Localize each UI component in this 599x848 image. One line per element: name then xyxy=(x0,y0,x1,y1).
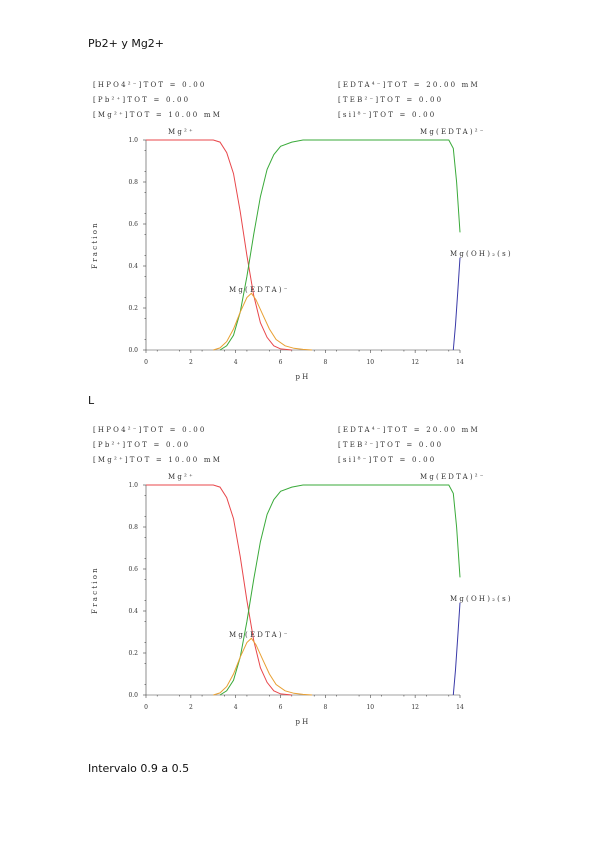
x-tick-label-1: 2 xyxy=(189,704,193,711)
x-tick-label-6: 12 xyxy=(411,359,419,366)
condition-left-0: [HPO4²⁻]TOT = 0.00 xyxy=(93,81,207,89)
condition-left-1: [Pb²⁺]TOT = 0.00 xyxy=(93,96,190,104)
series-label-2: Mg(EDTA)⁻ xyxy=(229,631,290,639)
x-axis-label: pH xyxy=(296,718,311,726)
x-tick-label-7: 14 xyxy=(456,359,464,366)
series-line-1 xyxy=(219,484,461,696)
condition-left-2: [Mg²⁺]TOT = 10.00 mM xyxy=(93,111,222,119)
y-axis-label: Fraction xyxy=(91,221,99,269)
y-tick-label-0: 0.0 xyxy=(128,347,138,354)
series-label-3: Mg(OH)₂(s) xyxy=(450,250,513,258)
series-line-2 xyxy=(213,292,313,351)
x-axis-label: pH xyxy=(296,373,311,381)
x-tick-label-5: 10 xyxy=(366,704,374,711)
x-tick-label-4: 8 xyxy=(324,359,328,366)
x-tick-label-2: 4 xyxy=(234,704,238,711)
x-tick-label-7: 14 xyxy=(456,704,464,711)
y-tick-label-3: 0.6 xyxy=(128,566,138,573)
y-tick-label-5: 1.0 xyxy=(128,482,138,489)
condition-right-2: [sil⁸⁻]TOT = 0.00 xyxy=(338,111,436,119)
heading-mid: L xyxy=(88,394,95,407)
condition-right-1: [TEB²⁻]TOT = 0.00 xyxy=(338,96,443,104)
y-tick-label-1: 0.2 xyxy=(128,305,138,312)
heading-bottom: Intervalo 0.9 a 0.5 xyxy=(88,762,190,775)
speciation-chart-2: [HPO4²⁻]TOT = 0.00 [Pb²⁺]TOT = 0.00 [Mg²⁺]… xyxy=(91,426,513,726)
y-tick-label-4: 0.8 xyxy=(128,524,138,531)
series-line-2 xyxy=(213,637,313,696)
x-tick-label-2: 4 xyxy=(234,359,238,366)
x-tick-label-0: 0 xyxy=(144,704,148,711)
series-line-0 xyxy=(146,139,292,351)
x-tick-label-4: 8 xyxy=(324,704,328,711)
series-label-0: Mg²⁺ xyxy=(168,473,195,481)
series-label-3: Mg(OH)₂(s) xyxy=(450,595,513,603)
x-tick-label-6: 12 xyxy=(411,704,419,711)
speciation-chart-1: [HPO4²⁻]TOT = 0.00 [Pb²⁺]TOT = 0.00 [Mg²⁺]… xyxy=(91,81,513,381)
heading-top: Pb2+ y Mg2+ xyxy=(88,37,165,50)
series-line-0 xyxy=(146,484,292,696)
series-line-3 xyxy=(452,602,461,696)
condition-left-1: [Pb²⁺]TOT = 0.00 xyxy=(93,441,190,449)
condition-right-1: [TEB²⁻]TOT = 0.00 xyxy=(338,441,443,449)
y-tick-label-2: 0.4 xyxy=(128,608,138,615)
series-label-1: Mg(EDTA)²⁻ xyxy=(420,473,486,481)
x-tick-label-3: 6 xyxy=(279,704,283,711)
y-tick-label-4: 0.8 xyxy=(128,179,138,186)
series-label-2: Mg(EDTA)⁻ xyxy=(229,286,290,294)
x-tick-label-3: 6 xyxy=(279,359,283,366)
y-tick-label-5: 1.0 xyxy=(128,137,138,144)
y-tick-label-2: 0.4 xyxy=(128,263,138,270)
y-tick-label-1: 0.2 xyxy=(128,650,138,657)
condition-right-0: [EDTA⁴⁻]TOT = 20.00 mM xyxy=(338,426,480,434)
y-tick-label-0: 0.0 xyxy=(128,692,138,699)
condition-right-0: [EDTA⁴⁻]TOT = 20.00 mM xyxy=(338,81,480,89)
series-label-0: Mg²⁺ xyxy=(168,128,195,136)
x-tick-label-1: 2 xyxy=(189,359,193,366)
condition-left-0: [HPO4²⁻]TOT = 0.00 xyxy=(93,426,207,434)
condition-left-2: [Mg²⁺]TOT = 10.00 mM xyxy=(93,456,222,464)
y-tick-label-3: 0.6 xyxy=(128,221,138,228)
series-line-3 xyxy=(452,257,461,351)
y-axis-label: Fraction xyxy=(91,566,99,614)
x-tick-label-0: 0 xyxy=(144,359,148,366)
condition-right-2: [sil⁸⁻]TOT = 0.00 xyxy=(338,456,436,464)
series-label-1: Mg(EDTA)²⁻ xyxy=(420,128,486,136)
series-line-1 xyxy=(219,139,461,351)
x-tick-label-5: 10 xyxy=(366,359,374,366)
